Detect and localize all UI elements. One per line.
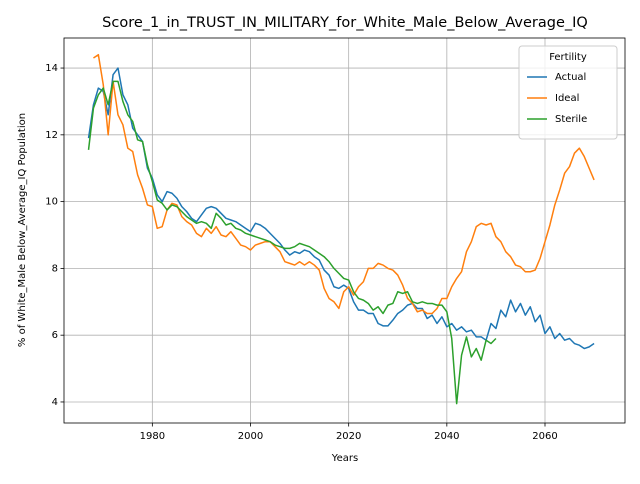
x-tick-label: 2040: [434, 431, 459, 442]
legend-label: Actual: [555, 72, 586, 83]
y-axis-label: % of White_Male Below_Average_IQ Populat…: [17, 113, 28, 347]
x-axis-label: Years: [331, 453, 358, 464]
data-line: [87, 80, 497, 405]
y-tick-label: 4: [52, 397, 58, 408]
chart-title: Score_1_in_TRUST_IN_MILITARY_for_White_M…: [102, 15, 588, 31]
legend-label: Ideal: [555, 93, 579, 104]
y-tick-label: 6: [52, 330, 58, 341]
y-tick-label: 8: [52, 263, 58, 274]
x-tick-label: 2000: [238, 431, 263, 442]
data-line: [93, 53, 595, 315]
y-tick-label: 10: [45, 197, 58, 208]
x-tick-label: 2020: [336, 431, 361, 442]
y-tick-label: 14: [45, 63, 58, 74]
legend-title: Fertility: [549, 52, 587, 63]
data-line: [87, 67, 595, 350]
plot-frame: [63, 37, 626, 424]
legend-box: [518, 45, 618, 140]
x-tick-label: 2060: [532, 431, 557, 442]
legend-label: Sterile: [555, 114, 587, 125]
x-tick-label: 1980: [140, 431, 165, 442]
y-tick-label: 12: [45, 130, 58, 141]
